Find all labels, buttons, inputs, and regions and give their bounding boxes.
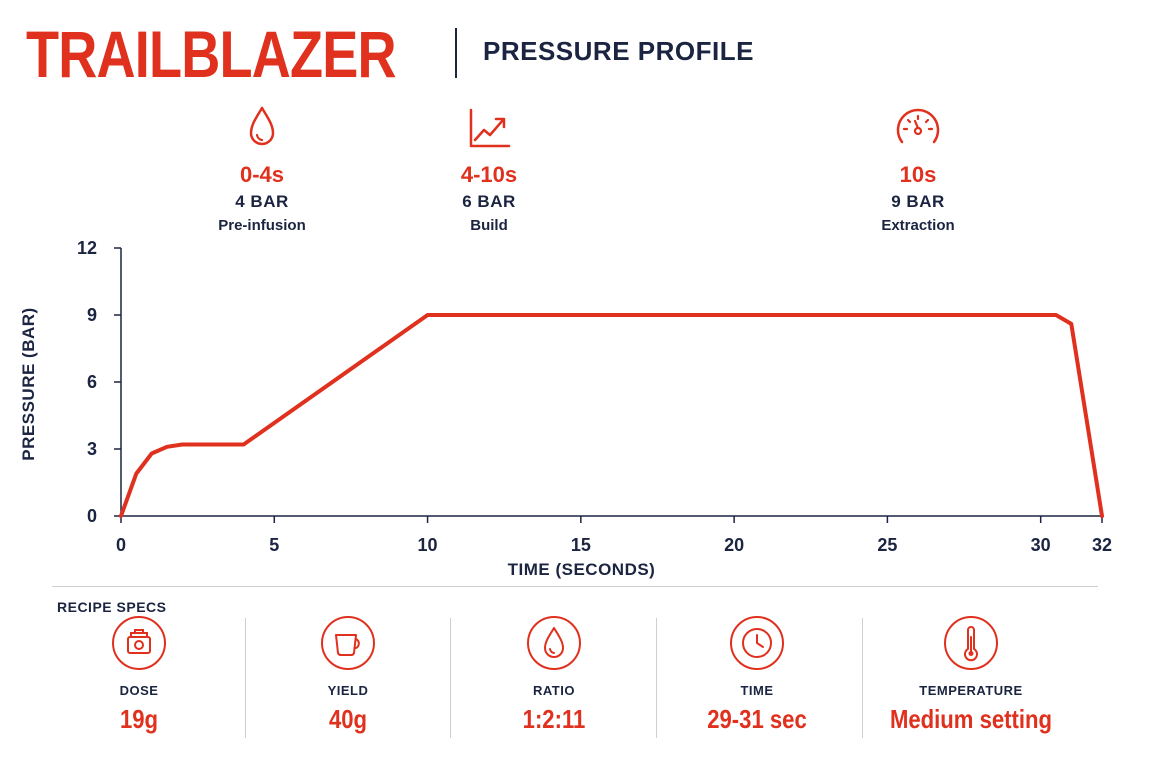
thermometer-icon — [944, 616, 998, 670]
scale-icon — [112, 616, 166, 670]
pressure-series-line — [119, 313, 1104, 518]
spec-name: YIELD — [327, 683, 369, 698]
y-tick-label: 9 — [87, 305, 97, 325]
phase-pressure: 6 BAR — [462, 192, 516, 211]
phase-time: 4-10s — [460, 162, 518, 187]
phase-preinfusion: 0-4s 4 BAR Pre-infusion — [162, 98, 362, 234]
brand-logo: TRAILBLAZER — [26, 17, 397, 91]
x-tick-label: 25 — [877, 535, 897, 555]
clock-icon — [730, 616, 784, 670]
gauge-icon — [896, 108, 940, 144]
specs-title: RECIPE SPECS — [57, 599, 167, 615]
phase-pressure: 4 BAR — [235, 192, 289, 211]
spec-time: TIME 29-31 sec — [657, 615, 857, 735]
x-tick-label: 0 — [116, 535, 126, 555]
section-divider — [52, 586, 1098, 587]
spec-dose: DOSE 19g — [39, 615, 239, 735]
droplet-icon — [527, 616, 581, 670]
phase-label: Build — [470, 217, 508, 234]
phase-time: 10s — [899, 162, 937, 187]
phase-extraction: 10s 9 BAR Extraction — [818, 98, 1018, 234]
spec-value: 40g — [328, 704, 368, 734]
x-tick-label: 15 — [571, 535, 591, 555]
spec-separator — [656, 618, 657, 738]
spec-value: Medium setting — [889, 704, 1053, 734]
spec-name: DOSE — [119, 683, 159, 698]
spec-yield: YIELD 40g — [248, 615, 448, 735]
spec-separator — [862, 618, 863, 738]
trend-up-icon — [469, 108, 511, 148]
x-tick-label: 20 — [724, 535, 744, 555]
phase-pressure: 9 BAR — [891, 192, 945, 211]
phase-build: 4-10s 6 BAR Build — [389, 98, 589, 234]
y-tick-label: 3 — [87, 439, 97, 459]
x-tick-label: 10 — [418, 535, 438, 555]
pressure-chart: 0 3 6 9 12 0 5 10 15 20 25 30 32 TIME (SECONDS) PRESSU… — [19, 238, 1112, 579]
header-divider — [455, 28, 457, 78]
y-tick-label: 12 — [77, 238, 97, 258]
droplet-icon — [249, 106, 275, 146]
spec-separator — [450, 618, 451, 738]
spec-name: TEMPERATURE — [919, 683, 1023, 698]
spec-name: RATIO — [533, 683, 575, 698]
y-tick-label: 0 — [87, 506, 97, 526]
y-tick-label: 6 — [87, 372, 97, 392]
phase-time: 0-4s — [239, 162, 285, 187]
y-axis-label: PRESSURE (BAR) — [19, 307, 38, 460]
phase-label: Pre-infusion — [218, 217, 306, 234]
page-title: PRESSURE PROFILE — [483, 36, 754, 66]
spec-value: 29-31 sec — [707, 704, 807, 734]
x-tick-label: 30 — [1031, 535, 1051, 555]
x-tick-label: 5 — [269, 535, 279, 555]
spec-ratio: RATIO 1:2:11 — [454, 615, 654, 735]
spec-temperature: TEMPERATURE Medium setting — [871, 615, 1071, 735]
spec-value: 19g — [119, 704, 159, 734]
x-tick-label: 32 — [1092, 535, 1112, 555]
x-axis-label: TIME (SECONDS) — [508, 560, 656, 579]
spec-value: 1:2:11 — [522, 704, 586, 734]
phase-label: Extraction — [881, 217, 955, 234]
cup-icon — [321, 616, 375, 670]
spec-name: TIME — [740, 683, 774, 698]
spec-separator — [245, 618, 246, 738]
